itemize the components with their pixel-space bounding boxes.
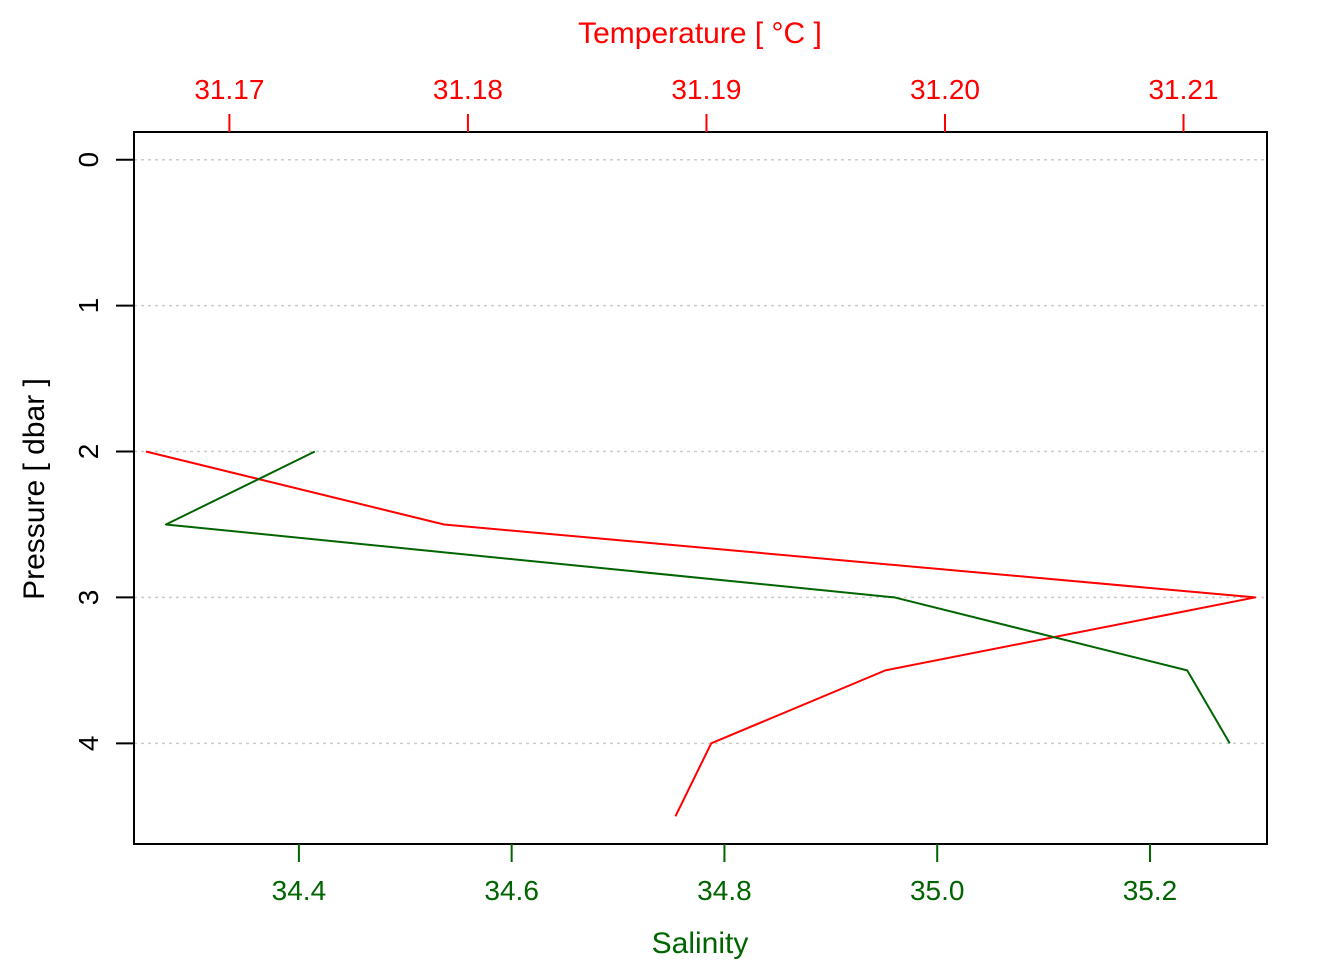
temperature-tick-label-1: 31.18 — [433, 74, 503, 105]
pressure-axis: 0 1 2 3 4 — [73, 152, 134, 751]
pressure-tick-label-1: 1 — [73, 298, 104, 314]
pressure-tick-label-2: 2 — [73, 444, 104, 460]
pressure-tick-label-3: 3 — [73, 590, 104, 606]
salinity-tick-label-2: 34.8 — [697, 875, 752, 906]
temperature-axis-label: Temperature [ °C ] — [578, 17, 822, 50]
temperature-axis: 31.17 31.18 31.19 31.20 31.21 — [194, 74, 1219, 132]
pressure-axis-label: Pressure [ dbar ] — [18, 378, 51, 600]
temperature-tick-label-4: 31.21 — [1148, 74, 1218, 105]
temperature-tick-label-2: 31.19 — [671, 74, 741, 105]
temperature-profile-line — [145, 450, 1257, 817]
temperature-tick-label-3: 31.20 — [910, 74, 980, 105]
plot-frame — [133, 131, 1268, 845]
temperature-tick-label-0: 31.17 — [194, 74, 264, 105]
salinity-tick-label-0: 34.4 — [272, 875, 327, 906]
series-layer — [145, 450, 1257, 817]
salinity-tick-label-3: 35.0 — [910, 875, 965, 906]
pressure-tick-label-4: 4 — [73, 736, 104, 752]
salinity-axis-label: Salinity — [652, 927, 749, 960]
grid-layer — [134, 158, 1267, 745]
salinity-tick-label-4: 35.2 — [1123, 875, 1178, 906]
salinity-axis: 34.4 34.6 34.8 35.0 35.2 — [272, 844, 1178, 906]
salinity-tick-label-1: 34.6 — [484, 875, 539, 906]
pressure-tick-label-0: 0 — [73, 152, 104, 168]
